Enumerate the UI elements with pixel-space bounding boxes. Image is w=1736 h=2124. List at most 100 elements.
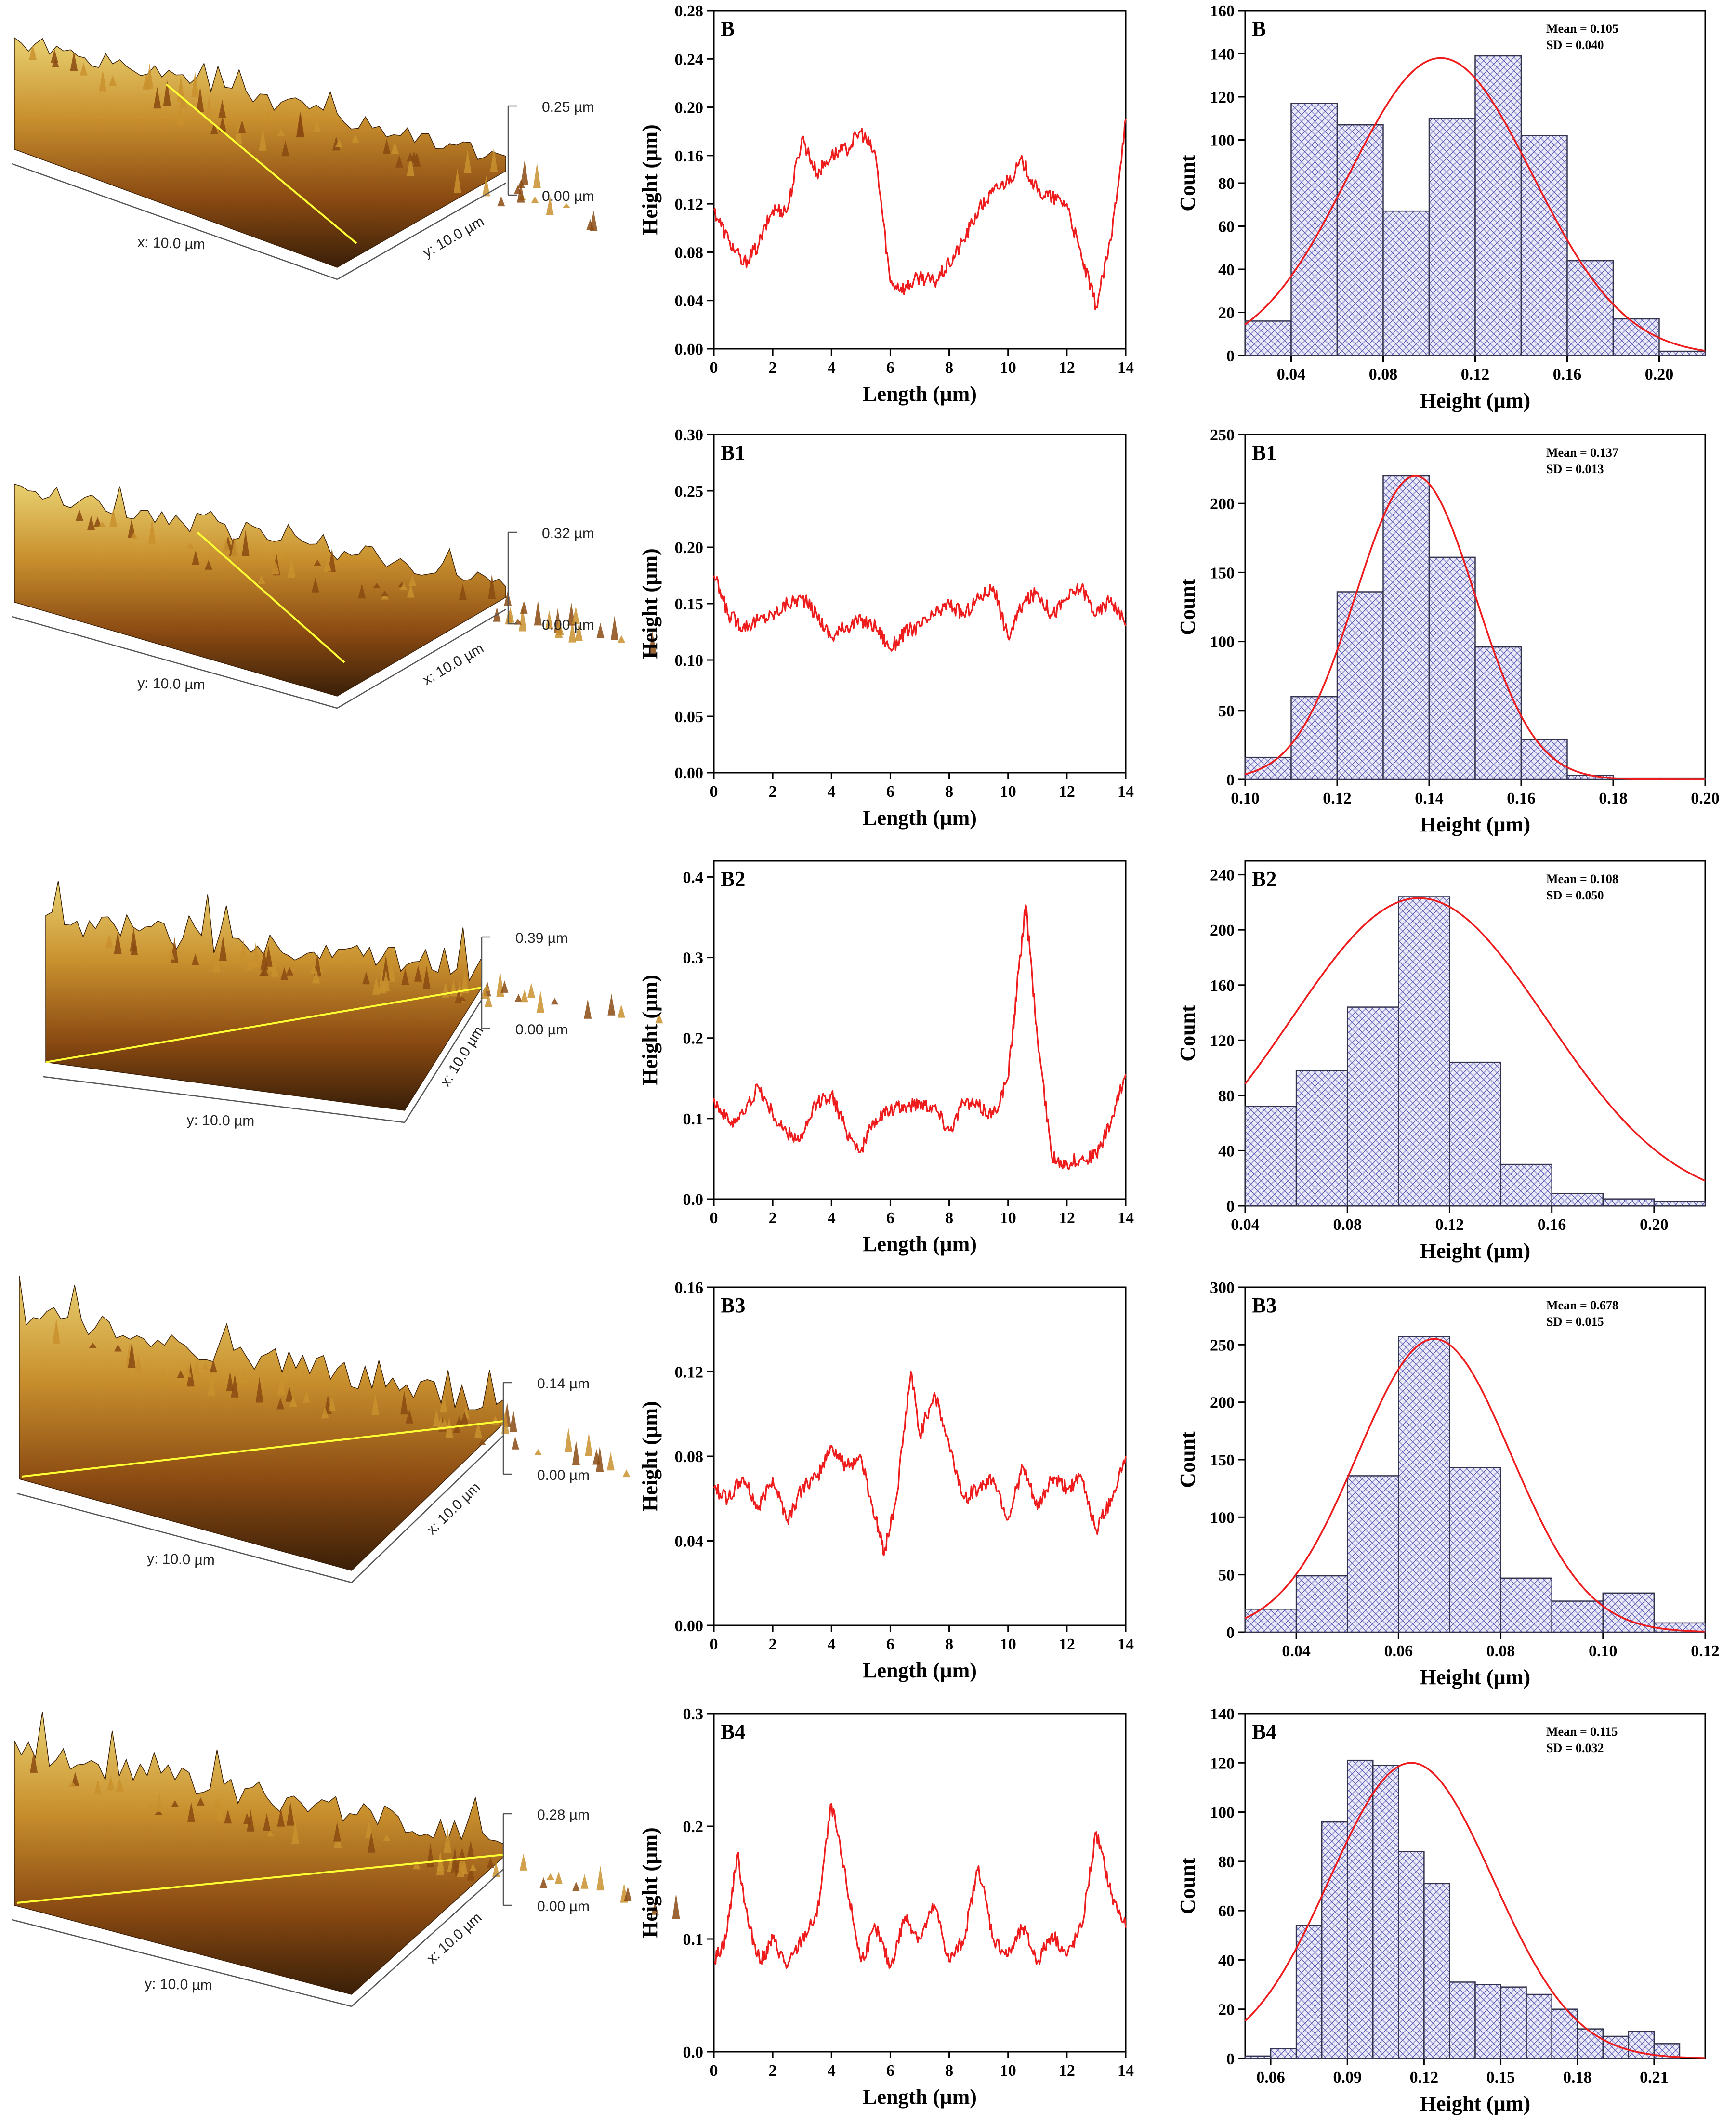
- afm-3d-surface: 0.32 µm 0.00 µm y: 10.0 µm x: 10.0 µm: [12, 484, 657, 709]
- x-tick-label: 0: [710, 2062, 718, 2080]
- afm-z-max-label: 0.25 µm: [542, 99, 594, 115]
- afm-side-axis-line: [351, 1869, 504, 2007]
- y-tick-label: 240: [1210, 867, 1235, 884]
- afm-surface-peak: [68, 1781, 77, 1787]
- y-tick-label: 0.08: [675, 244, 704, 262]
- afm-surface-peak: [469, 1863, 477, 1871]
- y-tick-label: 80: [1218, 175, 1235, 193]
- panel-label: B4: [1252, 1720, 1276, 1743]
- afm-surface-peak: [551, 998, 559, 1005]
- afm-surface-peak: [186, 542, 195, 549]
- x-axis-title: Length (µm): [863, 1659, 977, 1682]
- histogram-bar: [1520, 739, 1568, 780]
- height-profile-chart: 0 2 4 6 8 10 12 14 0.0 0.1 0.2 0.3 Length (µm) Height…: [638, 1705, 1134, 2109]
- y-tick-label: 80: [1218, 1087, 1235, 1105]
- histogram-bar: [1658, 350, 1706, 356]
- afm-surface-peak: [537, 990, 545, 1013]
- histogram-bar: [1551, 1600, 1604, 1633]
- y-tick-label: 0: [1226, 1624, 1235, 1642]
- afm-surface-peak: [171, 1800, 179, 1807]
- y-axis-title: Count: [1176, 1858, 1199, 1914]
- afm-side-axis-line: [351, 1435, 504, 1583]
- y-tick-label: 0.28: [675, 2, 704, 20]
- x-tick-label: 0.20: [1691, 790, 1720, 807]
- y-tick-label: 0.0: [683, 2044, 704, 2061]
- afm-surface-peak: [286, 1802, 294, 1826]
- histogram-bar: [1653, 1201, 1706, 1207]
- afm-surface-peak: [212, 950, 220, 973]
- afm-surface-peak: [272, 560, 280, 575]
- histogram-bar: [1295, 1575, 1348, 1633]
- x-tick-label: 0.08: [1369, 366, 1398, 383]
- gaussian-fit-curve: [1244, 897, 1706, 1182]
- afm-surface-peak: [155, 1792, 163, 1812]
- afm-z-max-label: 0.32 µm: [542, 526, 594, 541]
- y-tick-label: 50: [1218, 702, 1235, 720]
- y-tick-label: 100: [1210, 1509, 1235, 1527]
- y-axis-title: Height (µm): [638, 1827, 662, 1938]
- afm-surface-peak: [89, 1342, 97, 1348]
- y-tick-label: 0.20: [675, 99, 704, 117]
- gaussian-fit-curve: [1245, 1338, 1706, 1633]
- y-tick-label: 0.00: [675, 341, 704, 358]
- afm-surface-peak: [128, 1341, 136, 1368]
- afm-surface-peak: [372, 976, 380, 995]
- histogram-bar: [1290, 103, 1338, 356]
- y-axis-title: Height (µm): [638, 975, 662, 1085]
- afm-surface-peak: [514, 619, 522, 625]
- afm-surface-peak: [407, 152, 414, 162]
- y-tick-label: 0.0: [683, 1191, 704, 1209]
- afm-surface-peak: [30, 1751, 38, 1773]
- sd-value: SD = 0.040: [1546, 38, 1604, 52]
- afm-surface-peak: [99, 70, 107, 92]
- afm-surface-shape: [14, 484, 506, 697]
- afm-surface-peak: [235, 123, 242, 144]
- height-histogram-chart: 0.04 0.08 0.12 0.16 0.20 0 20 40 60 80 100 120 140 16…: [1176, 2, 1706, 412]
- afm-surface-peak: [461, 971, 469, 993]
- afm-z-max-label: 0.14 µm: [537, 1376, 590, 1392]
- y-tick-label: 0: [1226, 2050, 1235, 2068]
- profile-trace-line: [21, 1420, 504, 1478]
- afm-surface-peak: [281, 140, 289, 157]
- x-axis-title: Height (µm): [1420, 813, 1530, 836]
- afm-surface-peak: [436, 1850, 444, 1875]
- afm-surface-peak: [562, 203, 570, 208]
- y-tick-label: 0.3: [683, 950, 704, 967]
- afm-surface-peak: [196, 87, 204, 112]
- afm-surface-peak: [407, 155, 415, 176]
- profile-trace-line: [165, 83, 357, 244]
- afm-surface-peak: [422, 966, 431, 989]
- afm-surface-peak: [572, 606, 580, 624]
- afm-surface-peak: [87, 515, 95, 530]
- histogram-bar: [1423, 1883, 1450, 2059]
- afm-surface-peak: [585, 1432, 593, 1456]
- afm-surface-peak: [511, 1437, 519, 1450]
- afm-surface-peak: [478, 1439, 486, 1445]
- afm-surface-peak: [116, 1778, 124, 1792]
- afm-surface-peak: [79, 63, 88, 76]
- afm-surface-peak: [554, 1872, 563, 1884]
- afm-surface-peak: [572, 1881, 580, 1891]
- x-axis-title: Length (µm): [863, 382, 977, 406]
- y-tick-label: 200: [1210, 495, 1235, 513]
- afm-surface-peak: [617, 1004, 625, 1018]
- afm-front-axis-label: x: 10.0 µm: [137, 235, 206, 253]
- x-axis-title: Height (µm): [1420, 2092, 1530, 2115]
- x-tick-label: 0.20: [1645, 366, 1674, 383]
- afm-surface-peak: [314, 559, 321, 566]
- afm-surface-peak: [328, 548, 336, 572]
- afm-surface-peak: [367, 1832, 375, 1853]
- y-tick-label: 0.04: [675, 292, 704, 310]
- afm-surface-peak: [531, 196, 539, 203]
- sd-value: SD = 0.050: [1546, 888, 1604, 902]
- height-profile-chart: 0 2 4 6 8 10 12 14 0.0 0.1 0.2 0.3 0.4 Length (µm) Hei…: [638, 860, 1134, 1256]
- afm-surface-shape: [45, 880, 482, 1111]
- afm-surface-peak: [311, 578, 319, 593]
- histogram-bar: [1474, 55, 1522, 356]
- sd-value: SD = 0.013: [1546, 462, 1604, 476]
- afm-surface-peak: [302, 1391, 311, 1403]
- profile-trace-line: [197, 531, 345, 663]
- panel-label: B1: [1252, 441, 1276, 464]
- panel-label: B1: [721, 441, 745, 464]
- profile-series-line: [713, 119, 1127, 310]
